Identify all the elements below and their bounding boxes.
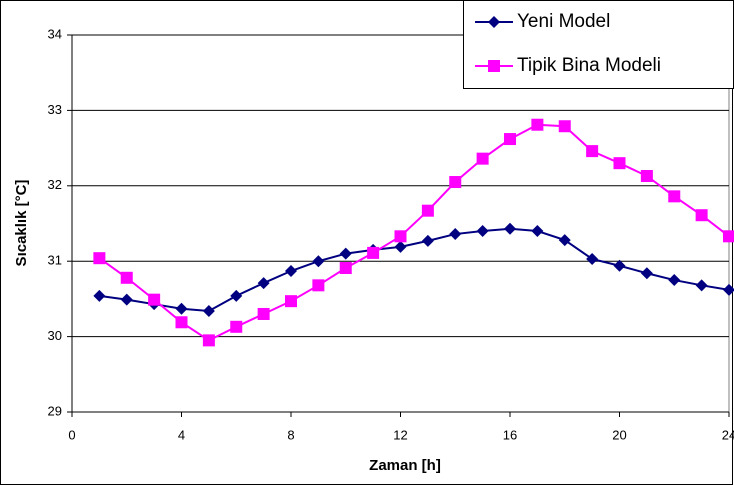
data-point — [476, 225, 489, 238]
data-point — [723, 283, 734, 296]
data-point — [120, 293, 133, 306]
x-tick-label: 16 — [503, 427, 517, 442]
x-tick-label: 8 — [287, 427, 294, 442]
y-tick-label: 30 — [48, 328, 62, 343]
data-point — [421, 204, 434, 217]
data-point — [394, 240, 407, 253]
data-point — [148, 293, 161, 306]
data-point — [285, 265, 297, 278]
data-point — [613, 157, 626, 170]
y-tick-label: 33 — [48, 102, 62, 117]
data-point — [175, 316, 188, 329]
y-tick-label: 29 — [48, 403, 62, 418]
data-point — [723, 230, 734, 243]
x-tick-label: 20 — [612, 427, 626, 442]
legend-marker — [488, 60, 500, 72]
data-point — [175, 302, 188, 315]
y-tick-label: 32 — [48, 177, 62, 192]
legend-label: Yeni Model — [517, 11, 610, 32]
y-axis-label: Sıcaklık [°C] — [13, 180, 30, 267]
data-point — [504, 222, 516, 235]
data-point — [668, 274, 681, 287]
data-point — [202, 334, 215, 347]
data-point — [504, 133, 516, 146]
data-point — [558, 234, 571, 247]
x-axis-label: Zaman [h] — [369, 457, 441, 474]
data-point — [640, 267, 653, 280]
data-point — [285, 295, 297, 308]
data-point — [230, 320, 243, 333]
data-point — [449, 228, 462, 241]
plot-area — [71, 34, 730, 413]
data-point — [421, 234, 434, 247]
data-point — [230, 289, 243, 302]
data-point — [202, 304, 215, 317]
data-point — [476, 152, 489, 165]
data-point — [367, 246, 380, 259]
data-point — [695, 279, 708, 292]
data-point — [312, 279, 325, 292]
data-point — [668, 190, 681, 203]
data-point — [257, 307, 270, 320]
x-tick-label: 12 — [393, 427, 407, 442]
data-point — [93, 289, 106, 302]
data-point — [695, 209, 708, 222]
x-tick-label: 0 — [68, 427, 75, 442]
data-point — [586, 145, 599, 158]
data-point — [257, 277, 270, 290]
data-point — [640, 169, 653, 182]
data-point — [339, 247, 352, 260]
data-point — [449, 176, 462, 189]
data-point — [531, 118, 544, 131]
x-tick-label: 4 — [178, 427, 185, 442]
data-point — [613, 259, 626, 272]
data-point — [93, 252, 106, 265]
data-point — [558, 120, 571, 133]
data-point — [531, 225, 544, 238]
legend-label: Tipik Bina Modeli — [517, 55, 661, 76]
legend-marker — [488, 16, 500, 28]
y-tick-label: 34 — [48, 26, 62, 41]
data-point — [339, 261, 352, 274]
data-point — [394, 230, 407, 243]
data-point — [312, 255, 325, 268]
x-tick-label: 24 — [722, 427, 734, 442]
data-point — [586, 252, 599, 265]
data-point — [120, 271, 133, 284]
y-tick-label: 31 — [48, 253, 62, 268]
